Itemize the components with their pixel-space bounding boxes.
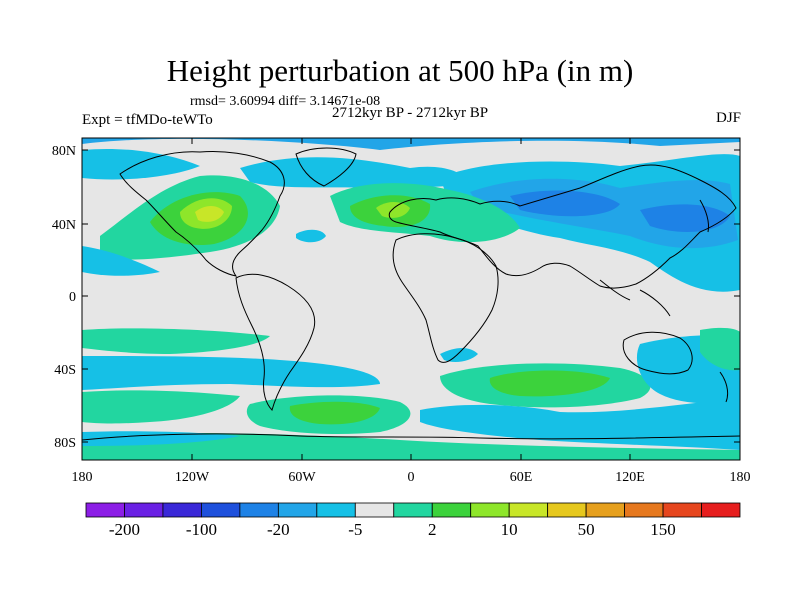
colorbar-label: -100 — [186, 520, 217, 539]
coastline-japan — [699, 199, 709, 233]
colorbar-label: 50 — [578, 520, 595, 539]
colorbar-swatch — [354, 502, 395, 518]
colorbar-swatch — [701, 502, 741, 518]
figure-title: Height perturbation at 500 hPa (in m) — [166, 53, 634, 88]
colorbar-swatch — [508, 502, 549, 518]
lat-tick-label: 80N — [52, 144, 76, 159]
colorbar-swatch — [85, 502, 125, 518]
lon-tick-label: 180 — [72, 470, 93, 485]
colorbar-swatch — [662, 502, 702, 518]
lon-tick-label: 120E — [615, 470, 645, 485]
coastline-australia — [622, 331, 693, 375]
colorbar-swatch — [431, 502, 472, 518]
coastlines — [82, 147, 740, 441]
lat-tick-label: 0 — [69, 290, 76, 305]
colorbar: -200 -100 -20 -5 2 10 50 150 — [85, 502, 741, 539]
colorbar-swatch — [316, 502, 356, 518]
negative-anomaly-antarctic-west — [82, 431, 240, 446]
lat-tick-label: 40S — [54, 363, 76, 378]
lat-tick-label: 40N — [52, 218, 76, 233]
negative-anomaly-north-pacific — [82, 148, 200, 180]
positive-anomaly-antarctic — [82, 433, 740, 460]
positive-anomaly-southern-atlantic-inner — [289, 401, 380, 425]
lat-tick-label: 80S — [54, 436, 76, 451]
colorbar-swatch — [547, 502, 587, 518]
coastline-antarctica — [82, 433, 740, 441]
coastline-new-zealand — [719, 371, 729, 403]
colorbar-swatch — [124, 502, 164, 518]
lon-tick-label: 60E — [510, 470, 533, 485]
colorbar-swatch — [201, 502, 241, 518]
negative-anomaly-south-pacific — [82, 356, 380, 390]
contour-fields — [82, 138, 740, 460]
negative-anomaly-north-atlantic — [240, 157, 470, 188]
colorbar-swatch — [393, 502, 433, 518]
lon-tick-label: 180 — [730, 470, 751, 485]
coastline-greenland — [295, 147, 357, 187]
positive-anomaly-north-america-max — [195, 206, 224, 222]
longitude-axis: 180 120W 60W 0 60E 120E 180 — [72, 138, 751, 485]
season-label: DJF — [715, 110, 741, 126]
colorbar-swatch — [277, 502, 318, 518]
lon-tick-label: 120W — [175, 470, 210, 485]
negative-anomaly-atlantic-patch — [296, 229, 326, 243]
time-period-label: 2712kyr BP - 2712kyr BP — [331, 105, 489, 121]
colorbar-label: -5 — [348, 520, 362, 539]
coastline-south-america — [235, 273, 316, 411]
colorbar-label: -20 — [267, 520, 290, 539]
map-panel: 80N 40N 0 40S 80S 180 120W 60W 0 60E 120E 180 — [52, 137, 751, 485]
lon-tick-label: 0 — [408, 470, 415, 485]
colorbar-label: 150 — [650, 520, 676, 539]
coastline-maritime-continent — [599, 279, 671, 317]
coastline-eurasia — [388, 164, 737, 289]
colorbar-swatch — [239, 502, 279, 518]
statistics-text: rmsd= 3.60994 diff= 3.14671e-08 — [190, 94, 381, 109]
colorbar-label: 2 — [428, 520, 437, 539]
colorbar-swatch — [624, 502, 664, 518]
positive-anomaly-indian-ocean-inner — [489, 370, 610, 397]
negative-anomaly-asia-center — [510, 190, 620, 217]
negative-anomaly-nw-pacific-center — [640, 204, 730, 232]
positive-anomaly-south-pacific — [82, 328, 270, 354]
latitude-axis: 80N 40N 0 40S 80S — [52, 144, 740, 451]
colorbar-swatch — [585, 502, 625, 518]
lon-tick-label: 60W — [288, 470, 316, 485]
colorbar-swatch — [162, 502, 202, 518]
coastline-north-america — [119, 151, 285, 277]
positive-anomaly-europe-core — [376, 202, 410, 218]
colorbar-label: 10 — [501, 520, 518, 539]
experiment-label: Expt = tfMDo-teWTo — [82, 112, 213, 128]
colorbar-swatch — [470, 502, 510, 518]
negative-anomaly-east-pacific — [82, 246, 160, 276]
positive-anomaly-tasman — [700, 327, 740, 371]
coastline-africa — [392, 233, 499, 363]
negative-anomaly-south-africa — [440, 348, 478, 362]
positive-anomaly-southern-ocean-west — [82, 390, 240, 424]
negative-anomaly-southern-ocean-east — [420, 398, 740, 450]
colorbar-label: -200 — [109, 520, 140, 539]
